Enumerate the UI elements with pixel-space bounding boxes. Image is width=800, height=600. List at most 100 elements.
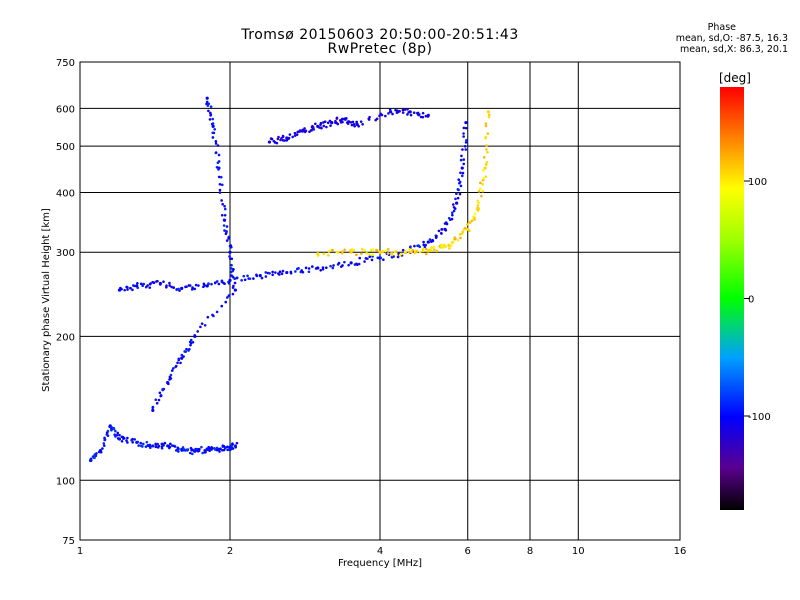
- data-point: [176, 361, 179, 365]
- stats-x-mode: mean, sd,X: 86.3, 20.1: [679, 44, 788, 55]
- data-point: [456, 238, 460, 242]
- data-point: [424, 243, 428, 247]
- data-point: [454, 237, 457, 241]
- data-point: [448, 247, 451, 250]
- data-point: [464, 148, 468, 151]
- x-tick-label: 1: [77, 546, 83, 557]
- data-point: [307, 270, 311, 274]
- data-point: [454, 197, 457, 201]
- data-point: [168, 445, 172, 449]
- data-point: [227, 237, 230, 240]
- data-point: [101, 447, 104, 450]
- chart-title: Tromsø 20150603 20:50:00-20:51:43: [241, 27, 519, 43]
- data-point: [209, 105, 213, 108]
- data-point: [223, 204, 226, 208]
- data-point: [136, 281, 139, 285]
- data-point: [163, 441, 167, 445]
- data-point: [343, 248, 346, 252]
- data-point: [403, 108, 407, 111]
- data-point: [481, 189, 485, 193]
- data-point: [435, 249, 439, 253]
- data-point: [297, 266, 300, 270]
- data-point: [470, 219, 474, 223]
- data-point: [395, 109, 399, 112]
- data-point: [485, 160, 489, 164]
- data-point: [200, 445, 203, 449]
- data-point: [211, 447, 214, 450]
- colorbar: [720, 87, 744, 510]
- data-point: [466, 222, 469, 226]
- data-point: [281, 134, 285, 138]
- data-point: [122, 436, 126, 440]
- data-point: [482, 156, 486, 159]
- data-point: [231, 447, 235, 450]
- data-point: [159, 394, 163, 397]
- data-point: [357, 262, 361, 266]
- data-point: [133, 438, 137, 441]
- data-point: [462, 135, 465, 138]
- data-point: [167, 382, 170, 386]
- data-point: [303, 130, 307, 134]
- data-point: [233, 281, 237, 285]
- data-point: [460, 166, 464, 170]
- data-point: [482, 169, 485, 172]
- data-point: [177, 287, 180, 291]
- data-point: [365, 251, 368, 255]
- data-point: [132, 284, 135, 287]
- data-point: [103, 438, 107, 441]
- data-point: [363, 260, 366, 263]
- data-point: [450, 211, 454, 214]
- data-point: [156, 279, 159, 283]
- data-point: [452, 209, 456, 213]
- data-point: [231, 292, 235, 296]
- data-point: [205, 96, 209, 100]
- data-point: [445, 222, 449, 226]
- data-point: [361, 122, 364, 126]
- data-point: [481, 183, 484, 186]
- data-point: [148, 443, 152, 447]
- data-point: [431, 238, 434, 242]
- data-point: [459, 236, 462, 240]
- data-point: [311, 126, 315, 129]
- data-point: [264, 271, 268, 274]
- data-point: [477, 190, 481, 193]
- data-point: [391, 112, 394, 116]
- data-point: [243, 278, 247, 282]
- data-point: [174, 364, 178, 368]
- data-point: [409, 113, 413, 117]
- data-point: [353, 124, 356, 128]
- data-point: [199, 325, 202, 329]
- data-point: [230, 257, 234, 261]
- data-point: [142, 442, 145, 446]
- data-point: [331, 266, 335, 270]
- data-point: [417, 113, 421, 117]
- data-point: [235, 276, 239, 280]
- data-point: [227, 282, 231, 285]
- data-point: [480, 194, 483, 198]
- data-point: [218, 450, 221, 453]
- data-point: [151, 444, 155, 448]
- data-point: [347, 263, 350, 267]
- data-point: [406, 113, 409, 116]
- data-point: [486, 110, 490, 114]
- data-point: [193, 334, 197, 337]
- data-point: [426, 113, 430, 117]
- data-point: [229, 270, 233, 274]
- data-point: [220, 183, 224, 187]
- data-point: [360, 248, 364, 251]
- data-point: [293, 134, 297, 137]
- data-point: [181, 446, 185, 449]
- data-point: [316, 254, 320, 257]
- data-point: [214, 151, 218, 155]
- data-point: [451, 213, 454, 217]
- data-point: [157, 398, 161, 402]
- data-point: [112, 427, 116, 431]
- data-point: [422, 243, 425, 247]
- data-point: [221, 444, 225, 448]
- data-point: [220, 199, 223, 202]
- data-point: [151, 408, 155, 413]
- data-point: [224, 232, 228, 236]
- data-point: [298, 129, 302, 132]
- data-point: [217, 175, 221, 179]
- data-point: [144, 445, 148, 448]
